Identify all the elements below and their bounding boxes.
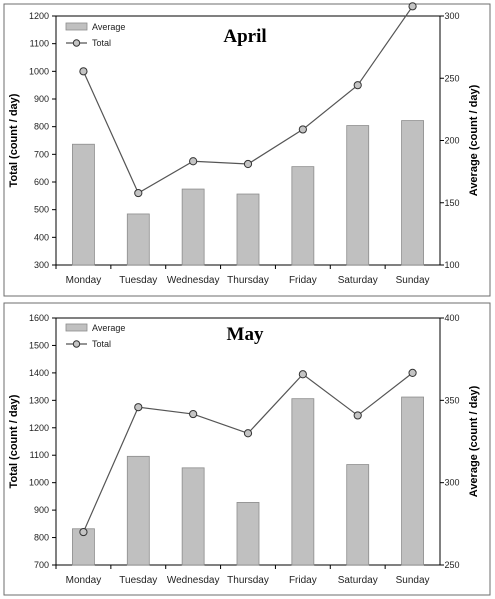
bar-average: [346, 464, 370, 566]
point-total: [298, 125, 307, 134]
x-category-label: Tuesday: [119, 275, 157, 286]
chart-title: May: [227, 324, 264, 345]
y2-tick-label: 200: [444, 136, 459, 146]
point-total: [79, 67, 88, 76]
y2-tick-label: 150: [444, 198, 459, 208]
bar-average: [401, 396, 424, 566]
x-category-label: Thursday: [227, 275, 269, 286]
legend-label-average: Average: [92, 323, 125, 333]
point-total: [298, 370, 307, 379]
legend-swatch-average: [65, 323, 88, 332]
point-total: [243, 159, 253, 169]
point-total: [408, 2, 417, 11]
y-tick-label: 900: [34, 505, 49, 515]
legend-swatch-average: [65, 22, 88, 31]
y2-tick-label: 250: [444, 560, 459, 570]
point-total: [353, 81, 362, 90]
chart-svg: 700 800 900 1000 1100 1200 1300 1400 1500 1600 250…: [3, 302, 491, 596]
chart-frame: [3, 3, 491, 297]
point-total: [134, 403, 143, 412]
x-category-label: Sunday: [396, 275, 430, 286]
y2-tick-label: 400: [444, 313, 459, 323]
x-category-label: Friday: [289, 275, 317, 286]
chart-frame: [3, 302, 491, 596]
x-category-label: Thursday: [227, 575, 269, 586]
chart-svg: 300 400 500 600 700 800 900 1000 1100 1200 100 150 2…: [3, 2, 491, 297]
point-total: [243, 429, 253, 438]
y-tick-label: 1200: [29, 423, 49, 433]
y2-tick-label: 350: [444, 395, 459, 405]
y-tick-label: 800: [34, 122, 49, 132]
y-tick-label: 700: [34, 149, 49, 159]
chart-panel-april: 300 400 500 600 700 800 900 1000 1100 1200 100 150 2…: [3, 2, 491, 297]
y-tick-label: 1300: [29, 395, 49, 405]
y-tick-label: 300: [34, 260, 49, 270]
bar-average: [126, 455, 150, 566]
y-tick-label: 1500: [29, 340, 49, 350]
legend-label-total: Total: [92, 38, 111, 48]
y-axis-title: Total (count / day): [8, 93, 20, 187]
x-category-label: Monday: [66, 575, 102, 586]
bar-average: [126, 213, 150, 266]
y-tick-label: 400: [34, 232, 49, 242]
point-total: [134, 188, 143, 198]
bar-average: [181, 467, 205, 566]
y-tick-label: 1000: [29, 66, 49, 76]
y2-tick-label: 250: [444, 73, 459, 83]
y2-axis-title: Average (count / day): [468, 84, 480, 196]
point-total: [79, 527, 88, 537]
y-tick-label: 900: [34, 94, 49, 104]
y-axis-title: Total (count / day): [8, 394, 20, 488]
y2-tick-label: 300: [444, 478, 459, 488]
legend-label-total: Total: [92, 339, 111, 349]
legend-swatch-total-marker: [72, 39, 81, 47]
bar-average: [291, 166, 315, 266]
bar-average: [72, 143, 95, 266]
y-tick-label: 500: [34, 205, 49, 215]
y-tick-label: 800: [34, 533, 49, 543]
y-tick-label: 1000: [29, 478, 49, 488]
y2-axis-title: Average (count / day): [468, 385, 480, 497]
x-category-label: Wednesday: [167, 275, 220, 286]
x-category-label: Saturday: [338, 575, 378, 586]
chart-title: April: [223, 26, 266, 47]
y-tick-label: 1100: [30, 39, 49, 49]
bar-average: [181, 188, 205, 266]
y2-tick-label: 100: [444, 260, 459, 270]
y-tick-label: 1200: [29, 11, 49, 21]
point-total: [408, 368, 417, 377]
y-tick-label: 1400: [29, 368, 49, 378]
y-tick-label: 600: [34, 177, 49, 187]
x-category-label: Wednesday: [167, 575, 220, 586]
x-category-label: Saturday: [338, 275, 378, 286]
y-tick-label: 700: [34, 560, 49, 570]
x-category-label: Tuesday: [119, 575, 157, 586]
legend-swatch-total-marker: [72, 340, 81, 348]
bar-average: [401, 120, 424, 266]
bar-average: [236, 502, 260, 566]
x-category-label: Friday: [289, 575, 317, 586]
y-tick-label: 1100: [30, 450, 49, 460]
bar-average: [236, 193, 260, 266]
x-category-label: Monday: [66, 275, 102, 286]
chart-panel-may: 700 800 900 1000 1100 1200 1300 1400 1500 1600 250…: [0, 300, 495, 599]
point-total: [189, 409, 198, 419]
bar-average: [291, 398, 315, 566]
x-category-label: Sunday: [396, 575, 430, 586]
bar-average: [346, 125, 370, 266]
point-total: [189, 157, 198, 166]
legend-label-average: Average: [92, 22, 125, 32]
point-total: [353, 411, 362, 420]
y-tick-label: 1600: [29, 313, 49, 323]
y2-tick-label: 300: [444, 11, 459, 21]
